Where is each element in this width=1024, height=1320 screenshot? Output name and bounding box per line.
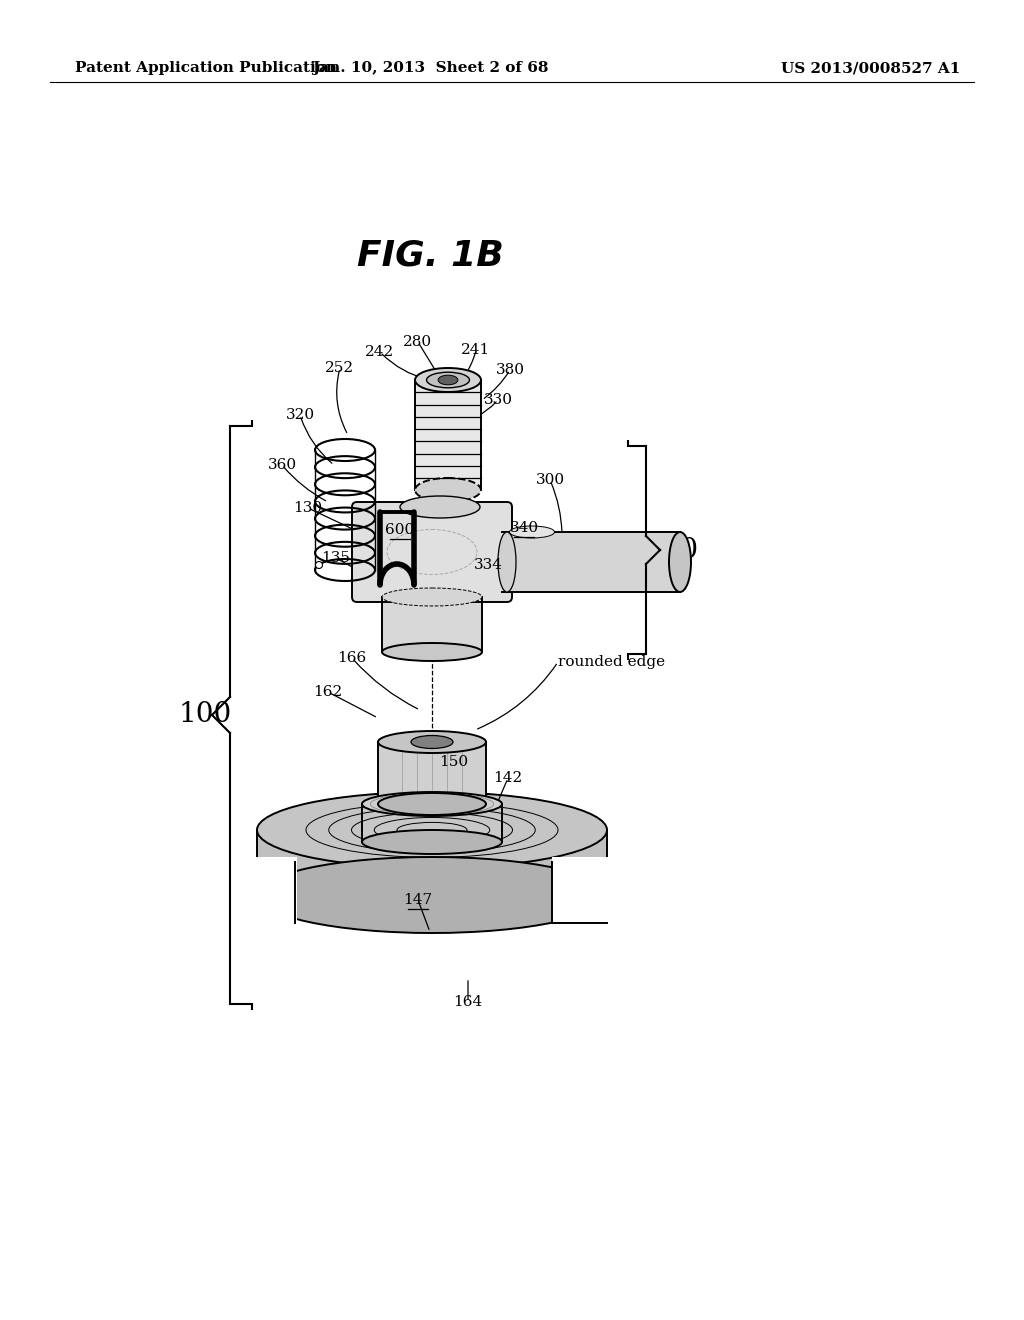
Text: rounded edge: rounded edge xyxy=(558,655,666,669)
Text: 300: 300 xyxy=(536,473,564,487)
Ellipse shape xyxy=(315,561,323,569)
Ellipse shape xyxy=(378,793,486,814)
Ellipse shape xyxy=(438,375,458,385)
Text: 330: 330 xyxy=(483,393,512,407)
Text: 135: 135 xyxy=(322,550,350,565)
Text: 334: 334 xyxy=(473,558,503,572)
Ellipse shape xyxy=(362,830,502,854)
Ellipse shape xyxy=(510,525,555,539)
Text: 340: 340 xyxy=(509,521,539,535)
Text: Jan. 10, 2013  Sheet 2 of 68: Jan. 10, 2013 Sheet 2 of 68 xyxy=(311,61,548,75)
Bar xyxy=(257,830,607,895)
Ellipse shape xyxy=(257,857,607,933)
Ellipse shape xyxy=(257,792,607,869)
Text: 166: 166 xyxy=(337,651,367,665)
Bar xyxy=(252,857,297,925)
Ellipse shape xyxy=(498,532,516,591)
Ellipse shape xyxy=(411,735,453,748)
Text: 164: 164 xyxy=(454,995,482,1008)
Bar xyxy=(552,857,612,925)
Text: 360: 360 xyxy=(267,458,297,473)
Text: 252: 252 xyxy=(326,360,354,375)
Ellipse shape xyxy=(669,532,691,591)
Text: 142: 142 xyxy=(494,771,522,785)
Text: 130: 130 xyxy=(294,502,323,515)
Text: 320: 320 xyxy=(286,408,314,422)
Bar xyxy=(382,597,482,652)
Text: 147: 147 xyxy=(403,894,432,907)
Text: 380: 380 xyxy=(496,363,524,378)
Text: 150: 150 xyxy=(439,755,469,770)
Text: FIG. 1B: FIG. 1B xyxy=(356,238,504,272)
Text: 162: 162 xyxy=(313,685,343,700)
Bar xyxy=(502,532,680,591)
Text: 242: 242 xyxy=(366,345,394,359)
Ellipse shape xyxy=(427,372,469,388)
Ellipse shape xyxy=(415,478,481,502)
Ellipse shape xyxy=(415,368,481,392)
Bar xyxy=(415,380,481,490)
Text: 100: 100 xyxy=(178,701,231,729)
Ellipse shape xyxy=(378,731,486,752)
FancyBboxPatch shape xyxy=(352,502,512,602)
Text: 280: 280 xyxy=(403,335,432,348)
Bar xyxy=(362,804,502,842)
Text: US 2013/0008527 A1: US 2013/0008527 A1 xyxy=(780,61,961,75)
Text: 120: 120 xyxy=(645,536,698,564)
Ellipse shape xyxy=(382,587,482,606)
Ellipse shape xyxy=(382,643,482,661)
Text: 241: 241 xyxy=(462,343,490,356)
Ellipse shape xyxy=(400,496,480,517)
Bar xyxy=(378,742,486,804)
Ellipse shape xyxy=(362,792,502,816)
Text: Patent Application Publication: Patent Application Publication xyxy=(75,61,337,75)
Text: 600: 600 xyxy=(385,523,415,537)
